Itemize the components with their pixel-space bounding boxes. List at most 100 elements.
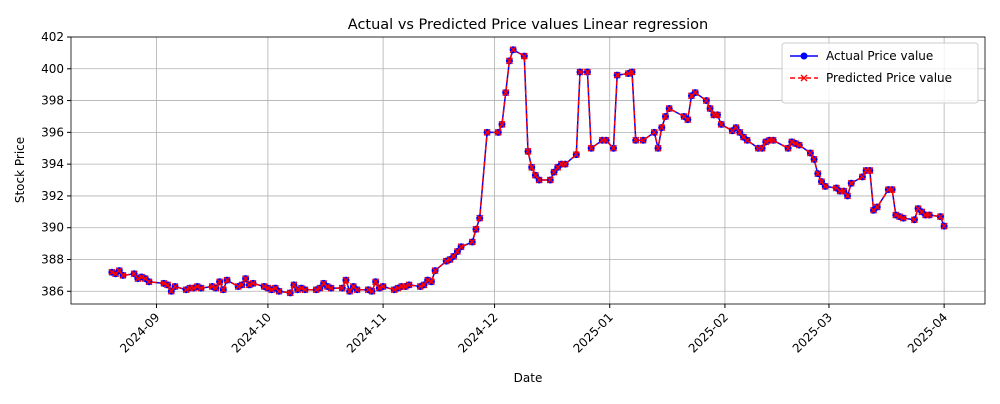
point: [684, 116, 692, 124]
point: [212, 284, 220, 292]
point: [453, 248, 461, 256]
point: [531, 171, 539, 179]
point: [665, 105, 673, 113]
point: [260, 283, 268, 291]
point: [394, 284, 402, 292]
legend-marker: [800, 74, 808, 82]
point: [609, 144, 617, 152]
point: [602, 136, 610, 144]
point: [762, 138, 770, 146]
point: [216, 278, 224, 286]
point: [290, 281, 298, 289]
point: [639, 136, 647, 144]
point: [795, 141, 803, 149]
point: [520, 52, 528, 60]
point: [769, 136, 777, 144]
point: [379, 283, 387, 291]
point: [401, 283, 409, 291]
y-tick-label: 388: [41, 253, 64, 267]
point: [249, 279, 257, 287]
point: [892, 211, 900, 219]
point: [583, 68, 591, 76]
point: [632, 136, 640, 144]
point: [346, 287, 354, 295]
point: [713, 111, 721, 119]
legend-label: Actual Price value: [826, 49, 933, 63]
point: [275, 287, 283, 295]
point: [502, 89, 510, 97]
point: [546, 176, 554, 184]
point: [847, 179, 855, 187]
y-tick-label: 392: [41, 189, 64, 203]
point: [368, 287, 376, 295]
point: [197, 284, 205, 292]
point: [814, 170, 822, 178]
point: [858, 173, 866, 181]
point: [792, 139, 800, 147]
x-tick-label: 2025-03: [790, 310, 835, 355]
point: [498, 120, 506, 128]
x-tick-label: 2024-10: [229, 310, 274, 355]
point: [416, 283, 424, 291]
point: [505, 57, 513, 65]
x-tick-label: 2025-01: [571, 310, 616, 355]
point: [108, 268, 116, 276]
point: [338, 284, 346, 292]
point: [910, 216, 918, 224]
point: [457, 243, 465, 251]
point: [242, 275, 250, 283]
point: [342, 276, 350, 284]
point: [717, 120, 725, 128]
point: [353, 286, 361, 294]
point: [427, 278, 435, 286]
point: [758, 144, 766, 152]
point: [706, 105, 714, 113]
point: [925, 211, 933, 219]
y-tick-label: 398: [41, 94, 64, 108]
point: [405, 281, 413, 289]
point: [576, 68, 584, 76]
x-tick-label: 2024-11: [344, 310, 389, 355]
point: [736, 128, 744, 136]
x-tick-label: 2025-04: [905, 310, 950, 355]
point: [138, 273, 146, 281]
point: [375, 284, 383, 292]
point: [873, 203, 881, 211]
point: [661, 112, 669, 120]
point: [424, 276, 432, 284]
point: [119, 271, 127, 279]
point: [130, 270, 138, 278]
point: [472, 225, 480, 233]
point: [223, 276, 231, 284]
point: [286, 289, 294, 297]
point: [524, 147, 532, 155]
point: [364, 286, 372, 294]
point: [442, 257, 450, 265]
point: [743, 136, 751, 144]
point: [431, 267, 439, 275]
point: [193, 283, 201, 291]
point: [896, 213, 904, 221]
point: [840, 187, 848, 195]
series-line: [111, 48, 945, 294]
point: [821, 182, 829, 190]
point: [268, 286, 276, 294]
point: [208, 283, 216, 291]
point: [535, 176, 543, 184]
x-tick-label: 2024-12: [455, 310, 500, 355]
plot-frame: [70, 36, 986, 305]
point: [628, 68, 636, 76]
point: [390, 286, 398, 294]
x-tick-label: 2024-09: [117, 310, 162, 355]
legend-label: Predicted Price value: [826, 71, 952, 85]
point: [691, 89, 699, 97]
point: [572, 151, 580, 159]
y-tick-label: 386: [41, 284, 64, 298]
point: [476, 214, 484, 222]
point: [509, 46, 517, 54]
point: [844, 192, 852, 200]
point: [810, 155, 818, 163]
point: [420, 281, 428, 289]
legend-box: [781, 42, 979, 104]
point: [160, 279, 168, 287]
